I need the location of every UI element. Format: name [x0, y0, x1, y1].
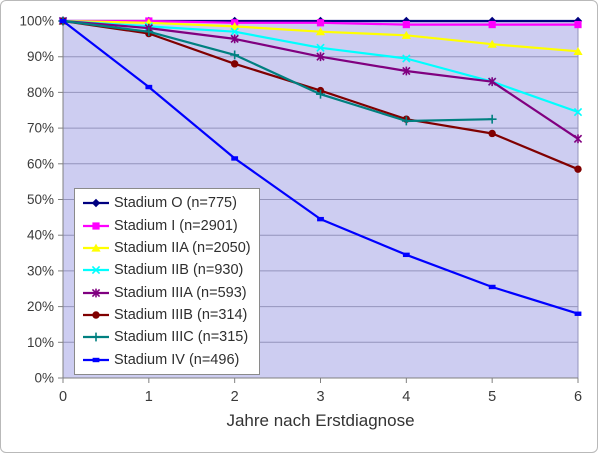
legend-item: Stadium I (n=2901): [83, 215, 253, 237]
y-tick-label: 40%: [27, 228, 54, 243]
legend-marker-asterisk-icon: [83, 288, 109, 298]
y-axis-labels: 0% 10% 20% 30% 40% 50% 60% 70% 80% 90% 100%: [19, 14, 54, 386]
legend-marker-dash-icon: [83, 357, 109, 363]
legend-label: Stadium IIIB (n=314): [114, 307, 248, 324]
x-tick-label: 0: [59, 389, 67, 405]
x-axis-title: Jahre nach Erstdiagnose: [226, 411, 415, 430]
legend-label: Stadium IIB (n=930): [114, 262, 244, 279]
series-stadium-iiic-n-315: [58, 16, 497, 126]
y-tick-label: 70%: [27, 121, 54, 136]
legend-item: Stadium IIIC (n=315): [83, 326, 253, 348]
series-stadium-iv-n-496: [59, 18, 582, 316]
x-tick-label: 4: [402, 389, 410, 405]
y-tick-label: 60%: [27, 156, 54, 171]
legend-marker-x-icon: [83, 266, 109, 275]
y-tick-label: 50%: [27, 192, 54, 207]
y-tick-label: 10%: [27, 335, 54, 350]
y-tick-label: 20%: [27, 299, 54, 314]
legend-item: Stadium IIIB (n=314): [83, 304, 253, 326]
x-tick-label: 3: [316, 389, 324, 405]
legend-item: Stadium IIIA (n=593): [83, 282, 253, 304]
legend-marker-circle-icon: [83, 311, 109, 319]
y-tick-label: 90%: [27, 49, 54, 64]
legend-marker-triangle-icon: [83, 243, 109, 252]
legend-item: Stadium IV (n=496): [83, 349, 253, 371]
legend-marker-square-icon: [83, 221, 109, 230]
legend-label: Stadium IIIC (n=315): [114, 329, 249, 346]
series-stadium-iia-n-2050: [58, 16, 583, 55]
chart-legend: Stadium O (n=775) Stadium I (n=2901) Stadi…: [74, 188, 260, 375]
legend-label: Stadium I (n=2901): [114, 217, 238, 234]
legend-item: Stadium O (n=775): [83, 192, 253, 214]
y-tick-label: 0%: [34, 371, 54, 386]
y-tick-label: 80%: [27, 85, 54, 100]
legend-label: Stadium IIIA (n=593): [114, 284, 247, 301]
x-tick-label: 6: [574, 389, 582, 405]
legend-item: Stadium IIA (n=2050): [83, 237, 253, 259]
y-tick-label: 100%: [19, 14, 54, 29]
axis-ticks: [58, 20, 579, 383]
x-tick-label: 2: [231, 389, 239, 405]
legend-label: Stadium O (n=775): [114, 195, 237, 212]
legend-item: Stadium IIB (n=930): [83, 259, 253, 281]
legend-marker-plus-icon: [83, 333, 109, 342]
legend-label: Stadium IIA (n=2050): [114, 239, 251, 256]
legend-marker-diamond-icon: [83, 198, 109, 208]
series-line: [62, 19, 493, 123]
x-tick-label: 1: [145, 389, 153, 405]
legend-label: Stadium IV (n=496): [114, 351, 240, 368]
x-tick-label: 5: [488, 389, 496, 405]
x-axis-labels: 0 1 2 3 4 5 6: [59, 389, 582, 405]
y-tick-label: 30%: [27, 263, 54, 278]
